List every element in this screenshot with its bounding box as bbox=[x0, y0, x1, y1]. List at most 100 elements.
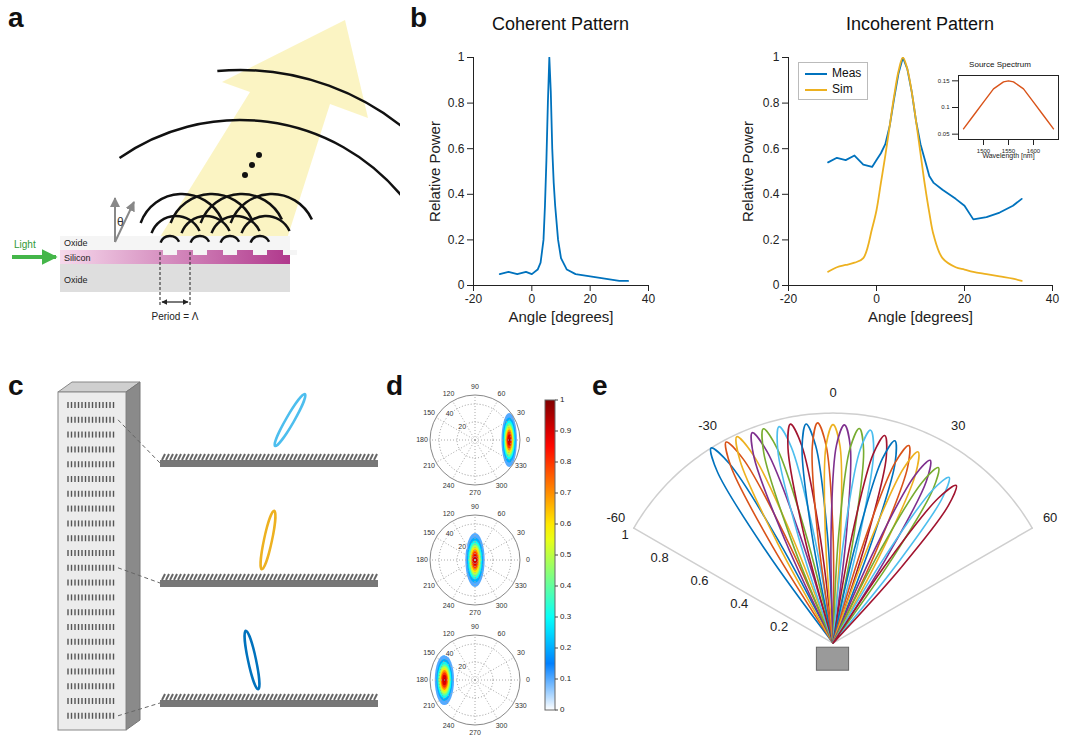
svg-text:0.05: 0.05 bbox=[938, 131, 950, 137]
svg-text:210: 210 bbox=[423, 702, 435, 709]
svg-text:150: 150 bbox=[423, 529, 435, 536]
svg-text:0.8: 0.8 bbox=[448, 96, 465, 110]
svg-text:20: 20 bbox=[458, 543, 466, 550]
svg-text:210: 210 bbox=[423, 582, 435, 589]
svg-text:1: 1 bbox=[773, 50, 780, 64]
svg-text:0.4: 0.4 bbox=[730, 596, 748, 611]
html-text:Coherent Pattern: Coherent Pattern bbox=[492, 14, 629, 34]
svg-text:300: 300 bbox=[496, 722, 508, 729]
svg-text:330: 330 bbox=[515, 462, 527, 469]
svg-text:0.6: 0.6 bbox=[763, 142, 780, 156]
svg-text:180: 180 bbox=[416, 676, 428, 683]
svg-text:0.2: 0.2 bbox=[763, 233, 780, 247]
svg-text:240: 240 bbox=[443, 602, 455, 609]
svg-text:270: 270 bbox=[469, 729, 481, 736]
svg-text:40: 40 bbox=[446, 650, 454, 657]
svg-text:0.2: 0.2 bbox=[770, 619, 788, 634]
svg-text:0.8: 0.8 bbox=[560, 457, 572, 466]
svg-text:0.1: 0.1 bbox=[941, 104, 950, 110]
svg-text:270: 270 bbox=[469, 489, 481, 496]
svg-text:300: 300 bbox=[496, 482, 508, 489]
svg-text:30: 30 bbox=[517, 649, 525, 656]
svg-text:180: 180 bbox=[416, 556, 428, 563]
svg-text:-20: -20 bbox=[780, 292, 798, 306]
svg-text:0.1: 0.1 bbox=[560, 674, 572, 683]
svg-text:0.3: 0.3 bbox=[560, 612, 572, 621]
svg-text:0.6: 0.6 bbox=[690, 573, 708, 588]
svg-text:0.6: 0.6 bbox=[560, 519, 572, 528]
svg-text:Angle [degrees]: Angle [degrees] bbox=[868, 308, 973, 325]
svg-text:1: 1 bbox=[458, 50, 465, 64]
svg-text:0: 0 bbox=[526, 556, 530, 563]
svg-text:90: 90 bbox=[471, 503, 479, 510]
svg-text:60: 60 bbox=[498, 390, 506, 397]
svg-text:0.7: 0.7 bbox=[560, 488, 572, 497]
svg-text:40: 40 bbox=[1046, 292, 1060, 306]
svg-text:40: 40 bbox=[446, 410, 454, 417]
svg-text:270: 270 bbox=[469, 609, 481, 616]
svg-text:0.2: 0.2 bbox=[448, 233, 465, 247]
svg-text:40: 40 bbox=[642, 292, 656, 306]
svg-text:30: 30 bbox=[517, 409, 525, 416]
svg-text:20: 20 bbox=[958, 292, 972, 306]
svg-text:Oxide: Oxide bbox=[64, 238, 88, 248]
svg-text:60: 60 bbox=[498, 510, 506, 517]
svg-text:Oxide: Oxide bbox=[64, 275, 88, 285]
svg-text:Silicon: Silicon bbox=[64, 253, 91, 263]
svg-text:20: 20 bbox=[583, 292, 597, 306]
svg-text:0: 0 bbox=[560, 705, 565, 714]
svg-text:0.8: 0.8 bbox=[763, 96, 780, 110]
svg-text:210: 210 bbox=[423, 462, 435, 469]
svg-text:150: 150 bbox=[423, 649, 435, 656]
svg-text:-20: -20 bbox=[465, 292, 483, 306]
svg-text:Light: Light bbox=[14, 239, 36, 250]
svg-text:Relative Power: Relative Power bbox=[739, 121, 756, 222]
svg-text:180: 180 bbox=[416, 436, 428, 443]
svg-text:Angle [degrees]: Angle [degrees] bbox=[508, 308, 613, 325]
svg-text:0.9: 0.9 bbox=[560, 426, 572, 435]
svg-text:120: 120 bbox=[443, 510, 455, 517]
svg-text:0.2: 0.2 bbox=[560, 643, 572, 652]
svg-text:Relative Power: Relative Power bbox=[426, 121, 443, 222]
svg-text:0.4: 0.4 bbox=[763, 187, 780, 201]
html-text:b: b bbox=[410, 2, 428, 33]
svg-text:0.6: 0.6 bbox=[448, 142, 465, 156]
svg-text:240: 240 bbox=[443, 722, 455, 729]
svg-text:60: 60 bbox=[1043, 510, 1057, 525]
svg-text:1: 1 bbox=[560, 395, 565, 404]
svg-text:60: 60 bbox=[498, 630, 506, 637]
svg-text:330: 330 bbox=[515, 582, 527, 589]
svg-text:-60: -60 bbox=[606, 510, 625, 525]
svg-text:240: 240 bbox=[443, 482, 455, 489]
svg-text:0: 0 bbox=[773, 278, 780, 292]
svg-text:Wavelength [nm]: Wavelength [nm] bbox=[982, 152, 1034, 160]
html-text:Incoherent Pattern: Incoherent Pattern bbox=[845, 14, 994, 34]
svg-text:0.8: 0.8 bbox=[651, 550, 669, 565]
svg-text:30: 30 bbox=[517, 529, 525, 536]
svg-text:θ: θ bbox=[117, 215, 124, 229]
svg-text:30: 30 bbox=[951, 418, 965, 433]
svg-text:330: 330 bbox=[515, 702, 527, 709]
svg-text:0: 0 bbox=[873, 292, 880, 306]
svg-text:0: 0 bbox=[526, 676, 530, 683]
svg-text:150: 150 bbox=[423, 409, 435, 416]
svg-text:120: 120 bbox=[443, 390, 455, 397]
svg-text:90: 90 bbox=[471, 623, 479, 630]
svg-text:0: 0 bbox=[528, 292, 535, 306]
svg-text:0.15: 0.15 bbox=[938, 78, 950, 84]
svg-text:20: 20 bbox=[458, 423, 466, 430]
svg-text:0.5: 0.5 bbox=[560, 550, 572, 559]
svg-text:0: 0 bbox=[458, 278, 465, 292]
svg-text:-30: -30 bbox=[698, 418, 717, 433]
svg-text:120: 120 bbox=[443, 630, 455, 637]
svg-text:300: 300 bbox=[496, 602, 508, 609]
svg-text:0: 0 bbox=[829, 385, 836, 400]
svg-text:20: 20 bbox=[458, 663, 466, 670]
svg-text:1: 1 bbox=[622, 527, 629, 542]
svg-text:90: 90 bbox=[471, 383, 479, 390]
svg-text:0.4: 0.4 bbox=[560, 581, 572, 590]
svg-text:0: 0 bbox=[526, 436, 530, 443]
svg-text:Period = Λ: Period = Λ bbox=[152, 311, 199, 322]
svg-text:0.4: 0.4 bbox=[448, 187, 465, 201]
svg-text:40: 40 bbox=[446, 530, 454, 537]
